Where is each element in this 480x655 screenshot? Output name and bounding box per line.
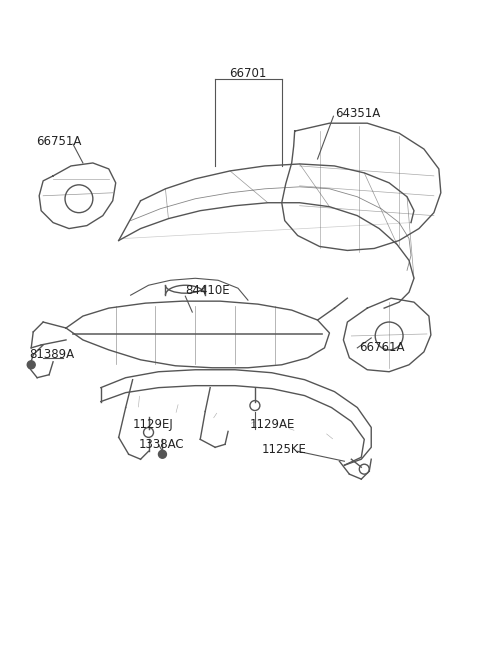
Text: 66701: 66701	[229, 67, 267, 80]
Text: 1338AC: 1338AC	[139, 438, 184, 451]
Text: 66751A: 66751A	[36, 134, 82, 147]
Text: 1129AE: 1129AE	[250, 418, 295, 431]
Text: 1125KE: 1125KE	[262, 443, 307, 456]
Text: 1129EJ: 1129EJ	[132, 418, 173, 431]
Circle shape	[27, 361, 35, 369]
Circle shape	[158, 450, 167, 458]
Text: 81389A: 81389A	[29, 348, 74, 362]
Text: 84410E: 84410E	[185, 284, 230, 297]
Text: 64351A: 64351A	[336, 107, 381, 120]
Text: 66761A: 66761A	[360, 341, 405, 354]
